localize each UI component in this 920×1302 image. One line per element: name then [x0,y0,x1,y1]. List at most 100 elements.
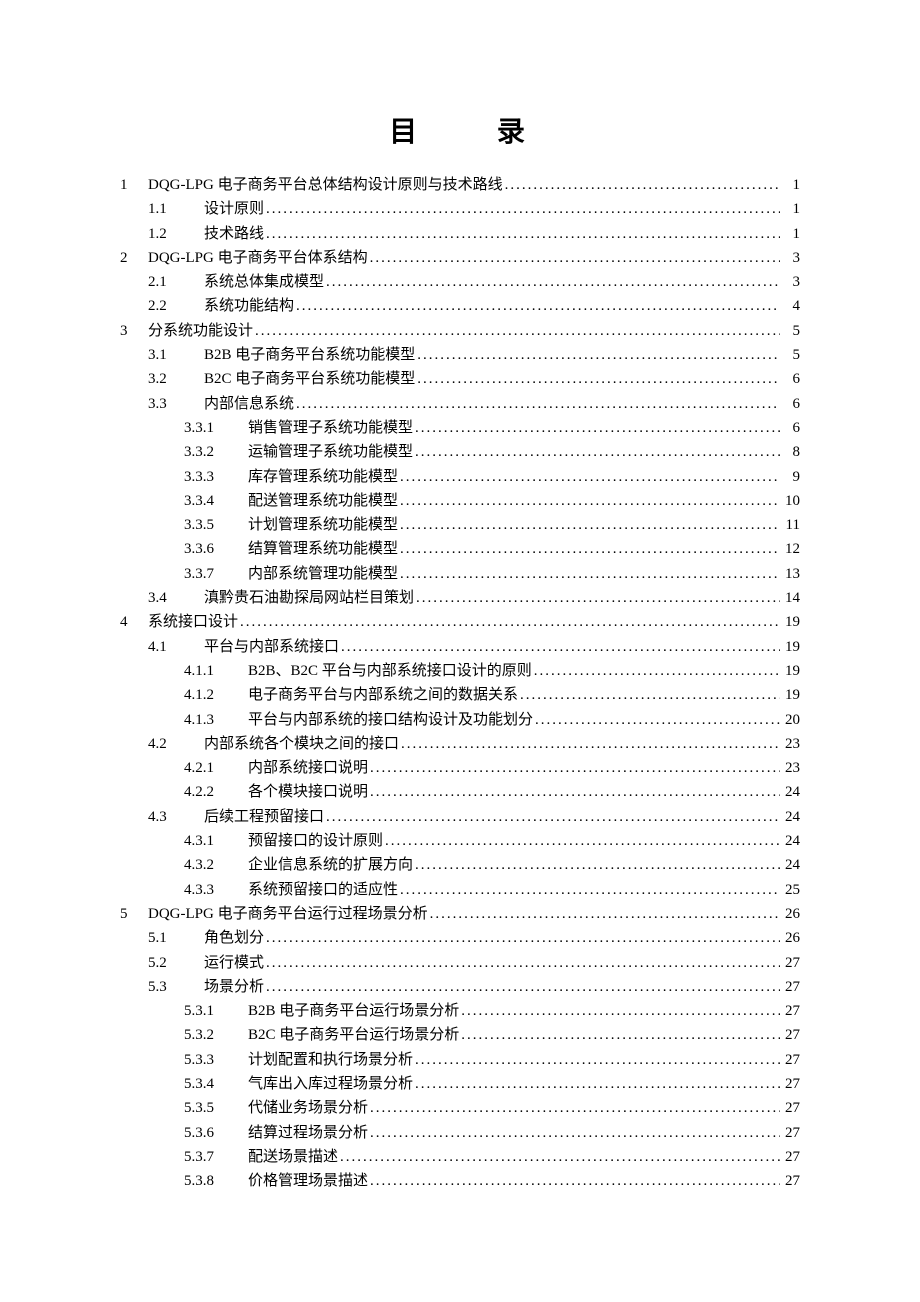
toc-page-number: 8 [782,445,800,460]
toc-leader-dots [370,1126,780,1141]
toc-leader-dots [400,470,780,485]
toc-entry-label: B2C 电子商务平台运行场景分析 [248,1028,459,1043]
toc-entry[interactable]: 1DQG-LPG 电子商务平台总体结构设计原则与技术路线1 [120,178,800,202]
toc-subsection-number: 4.1.2 [184,688,248,703]
toc-leader-dots [340,1150,780,1165]
toc-entry[interactable]: 3.4滇黔贵石油勘探局网站栏目策划14 [120,591,800,615]
toc-section-number: 4.1 [148,640,184,655]
toc-entry[interactable]: 5.3.2B2C 电子商务平台运行场景分析27 [120,1028,800,1052]
toc-page-number: 6 [782,421,800,436]
toc-entry[interactable]: 5DQG-LPG 电子商务平台运行过程场景分析26 [120,907,800,931]
toc-entry[interactable]: 4.3.1预留接口的设计原则24 [120,834,800,858]
toc-leader-dots [400,883,780,898]
toc-section-number: 2.1 [148,275,184,290]
toc-entry-label: 内部系统接口说明 [248,761,368,776]
toc-entry-label: 系统功能结构 [204,299,294,314]
toc-page-number: 26 [782,907,800,922]
toc-entry[interactable]: 3.3.2运输管理子系统功能模型8 [120,445,800,469]
toc-entry[interactable]: 4.2内部系统各个模块之间的接口23 [120,737,800,761]
toc-entry[interactable]: 2DQG-LPG 电子商务平台体系结构3 [120,251,800,275]
toc-entry-label: 内部系统管理功能模型 [248,567,398,582]
toc-section-number: 3.4 [148,591,184,606]
toc-entry[interactable]: 1.1设计原则1 [120,202,800,226]
toc-entry-label: 气库出入库过程场景分析 [248,1077,413,1092]
toc-entry[interactable]: 3.3.7内部系统管理功能模型13 [120,567,800,591]
toc-entry[interactable]: 4.2.2各个模块接口说明24 [120,785,800,809]
toc-entry[interactable]: 3.3.3库存管理系统功能模型9 [120,470,800,494]
toc-chapter-number: 2 [120,251,148,266]
toc-entry[interactable]: 4.1.3平台与内部系统的接口结构设计及功能划分20 [120,713,800,737]
toc-entry[interactable]: 4.3.2企业信息系统的扩展方向24 [120,858,800,882]
toc-entry-label: 结算过程场景分析 [248,1126,368,1141]
toc-leader-dots [400,494,780,509]
toc-entry[interactable]: 1.2技术路线1 [120,227,800,251]
toc-entry[interactable]: 4.3后续工程预留接口24 [120,810,800,834]
toc-entry[interactable]: 3.3.1销售管理子系统功能模型6 [120,421,800,445]
toc-subsection-number: 4.3.1 [184,834,248,849]
toc-entry[interactable]: 3.2B2C 电子商务平台系统功能模型6 [120,372,800,396]
toc-page-number: 19 [782,688,800,703]
toc-entry[interactable]: 3.3.6结算管理系统功能模型12 [120,542,800,566]
toc-entry-label: 运行模式 [204,956,264,971]
document-page: { "title": "目 录", "entries": [ { "level"… [0,0,920,1302]
toc-chapter-number: 3 [120,324,148,339]
toc-entry[interactable]: 3.3内部信息系统6 [120,397,800,421]
toc-entry[interactable]: 4.2.1内部系统接口说明23 [120,761,800,785]
toc-entry-label: DQG-LPG 电子商务平台总体结构设计原则与技术路线 [148,178,503,193]
toc-leader-dots [415,1077,780,1092]
toc-leader-dots [370,785,780,800]
toc-subsection-number: 5.3.5 [184,1101,248,1116]
toc-leader-dots [266,202,780,217]
toc-entry[interactable]: 3分系统功能设计5 [120,324,800,348]
toc-entry-label: 结算管理系统功能模型 [248,542,398,557]
toc-entry[interactable]: 4.1平台与内部系统接口19 [120,640,800,664]
toc-entry[interactable]: 5.3.1B2B 电子商务平台运行场景分析27 [120,1004,800,1028]
toc-subsection-number: 3.3.3 [184,470,248,485]
toc-page-number: 20 [782,713,800,728]
toc-entry-label: 系统接口设计 [148,615,238,630]
toc-entry[interactable]: 5.3.7配送场景描述27 [120,1150,800,1174]
toc-entry-label: 后续工程预留接口 [204,810,324,825]
toc-entry-label: 各个模块接口说明 [248,785,368,800]
toc-entry[interactable]: 5.3.8价格管理场景描述27 [120,1174,800,1198]
toc-entry-label: 内部系统各个模块之间的接口 [204,737,399,752]
toc-entry[interactable]: 4.1.1B2B、B2C 平台与内部系统接口设计的原则19 [120,664,800,688]
toc-entry[interactable]: 5.3场景分析27 [120,980,800,1004]
toc-leader-dots [520,688,780,703]
toc-page-number: 1 [782,202,800,217]
toc-entry-label: 设计原则 [204,202,264,217]
toc-entry[interactable]: 5.3.3计划配置和执行场景分析27 [120,1053,800,1077]
toc-page-number: 27 [782,1053,800,1068]
toc-entry[interactable]: 4系统接口设计19 [120,615,800,639]
toc-subsection-number: 5.3.1 [184,1004,248,1019]
toc-entry[interactable]: 5.1角色划分26 [120,931,800,955]
toc-entry[interactable]: 5.3.5代储业务场景分析27 [120,1101,800,1125]
toc-leader-dots [255,324,780,339]
toc-entry[interactable]: 5.2运行模式27 [120,956,800,980]
toc-entry[interactable]: 3.3.5计划管理系统功能模型11 [120,518,800,542]
toc-page-number: 1 [782,227,800,242]
toc-page-number: 27 [782,1101,800,1116]
toc-entry-label: 系统总体集成模型 [204,275,324,290]
toc-chapter-number: 5 [120,907,148,922]
toc-entry[interactable]: 3.1B2B 电子商务平台系统功能模型5 [120,348,800,372]
toc-section-number: 2.2 [148,299,184,314]
toc-page-number: 1 [782,178,800,193]
toc-chapter-number: 1 [120,178,148,193]
toc-entry[interactable]: 5.3.4气库出入库过程场景分析27 [120,1077,800,1101]
toc-page-number: 27 [782,1126,800,1141]
toc-entry[interactable]: 2.1系统总体集成模型3 [120,275,800,299]
toc-entry[interactable]: 4.1.2电子商务平台与内部系统之间的数据关系19 [120,688,800,712]
toc-entry[interactable]: 4.3.3系统预留接口的适应性25 [120,883,800,907]
toc-leader-dots [385,834,780,849]
toc-leader-dots [266,956,780,971]
toc-entry[interactable]: 5.3.6结算过程场景分析27 [120,1126,800,1150]
toc-entry[interactable]: 2.2系统功能结构4 [120,299,800,323]
toc-leader-dots [326,275,780,290]
toc-subsection-number: 5.3.7 [184,1150,248,1165]
toc-leader-dots [417,348,780,363]
toc-entry[interactable]: 3.3.4配送管理系统功能模型10 [120,494,800,518]
table-of-contents: 1DQG-LPG 电子商务平台总体结构设计原则与技术路线11.1设计原则11.2… [120,178,800,1198]
toc-entry-label: 平台与内部系统接口 [204,640,339,655]
toc-page-number: 11 [782,518,800,533]
